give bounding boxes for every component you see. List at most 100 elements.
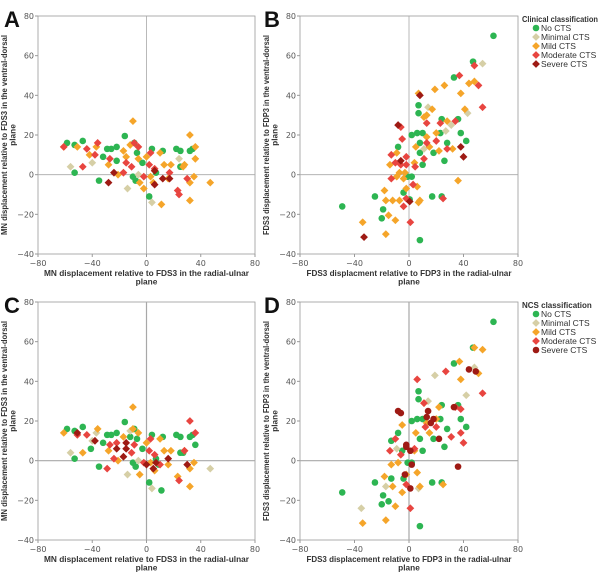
point-mild-cts [470,343,479,352]
point-mild-cts [85,150,94,159]
point-no-cts [430,435,437,443]
point-severe-cts [424,407,432,415]
x-tick-label: 40 [458,545,468,554]
y-tick-label: −40 [17,536,34,545]
point-no-cts [387,475,395,482]
y-axis-title: MN displacement relative to FDS3 in the … [0,321,9,521]
point-mild-cts [460,105,469,114]
point-mild-cts [425,429,434,437]
data-points [59,403,215,494]
point-no-cts [462,137,470,145]
point-mild-cts [126,141,135,149]
y-tick-label: 80 [286,298,296,307]
panel-label: B [264,7,280,32]
point-no-cts [113,429,120,437]
point-no-cts [371,479,379,486]
point-mild-cts [156,434,164,443]
point-severe-cts [91,436,99,445]
point-moderate-cts [399,202,408,211]
point-mild-cts [440,81,449,90]
point-severe-cts [459,152,468,161]
legend-item: Moderate CTS [541,336,597,346]
panel-label: A [4,7,20,32]
data-points [59,117,215,209]
point-moderate-cts [474,81,483,90]
point-moderate-cts [436,119,445,127]
point-no-cts [490,32,497,40]
point-severe-cts [472,368,480,375]
point-moderate-cts [396,160,405,169]
point-no-cts [107,145,115,153]
point-no-cts [462,423,470,431]
point-no-cts [177,433,184,441]
point-mild-cts [401,168,409,177]
point-mild-cts [358,519,367,528]
point-mild-cts [167,160,175,169]
point-mild-cts [456,89,465,98]
point-moderate-cts [130,440,139,449]
point-mild-cts [428,105,437,114]
point-moderate-cts [127,162,136,171]
point-no-cts [158,487,165,494]
point-no-cts [394,429,402,437]
point-moderate-cts [451,117,460,126]
legend-marker-moderate-cts [532,337,540,345]
point-no-cts [437,415,444,423]
point-no-cts [441,157,448,165]
point-no-cts [71,169,78,176]
point-moderate-cts [82,144,91,153]
legend-marker-severe-cts [532,346,540,354]
panel-label: C [4,293,20,318]
x-tick-label: −80 [292,545,309,554]
y-tick-label: 0 [29,171,34,180]
point-no-cts [378,215,386,222]
point-moderate-cts [459,438,468,447]
point-no-cts [338,203,346,210]
point-mild-cts [206,178,215,187]
point-mild-cts [391,502,400,511]
point-minimal-cts [381,482,390,491]
point-mild-cts [190,458,198,467]
point-severe-cts [397,409,405,417]
y-tick-label: −40 [279,536,296,545]
point-moderate-cts [82,430,91,439]
x-axis-title: MN displacement relative to FDS3 in the … [44,554,250,564]
point-mild-cts [399,174,408,183]
point-mild-cts [190,172,198,181]
point-mild-cts [139,184,148,193]
point-mild-cts [388,196,397,205]
point-mild-cts [381,230,390,239]
point-severe-cts [165,174,174,183]
point-no-cts [378,501,386,508]
point-moderate-cts [478,103,487,112]
point-minimal-cts [148,484,156,493]
point-mild-cts [380,472,389,481]
point-moderate-cts [391,158,400,167]
point-minimal-cts [123,184,132,193]
point-moderate-cts [146,434,155,443]
legend-item: Mild CTS [541,327,576,337]
x-tick-label: 80 [513,259,523,268]
point-moderate-cts [105,440,114,449]
point-no-cts [95,177,103,184]
y-tick-label: 40 [24,91,34,100]
point-mild-cts [164,460,173,469]
point-mild-cts [435,146,443,155]
point-no-cts [419,129,426,137]
legend-item: Moderate CTS [541,50,597,60]
x-tick-label: −40 [346,545,363,554]
point-no-cts [121,132,129,140]
point-no-cts [121,418,129,426]
point-severe-cts [142,460,151,469]
point-severe-cts [423,413,431,421]
point-no-cts [416,522,424,530]
point-no-cts [338,489,346,496]
point-moderate-cts [78,162,87,171]
x-axis-title: FDS3 displacement relative to FDP3 in th… [307,554,513,564]
point-no-cts [95,463,103,470]
point-no-cts [133,149,141,157]
point-no-cts [145,479,153,486]
point-mild-cts [180,160,189,169]
